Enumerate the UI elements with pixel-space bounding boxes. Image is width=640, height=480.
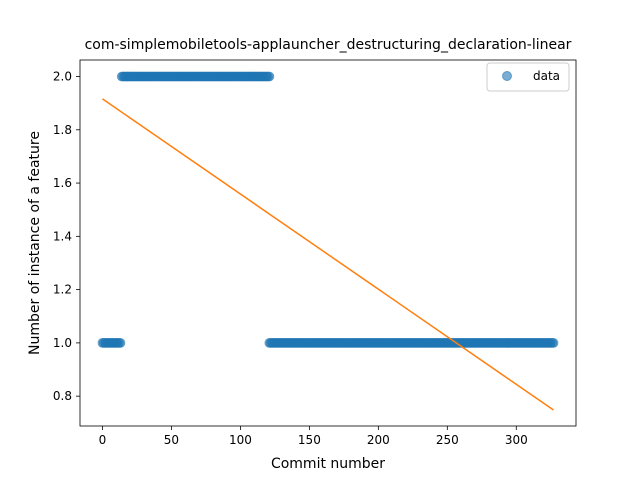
axes: 0 50 100 150 200 250 300 0.8 1.0 1.2 1.4 1.6 1.8 2.0 bbox=[53, 59, 577, 447]
y-tick-label: 2.0 bbox=[53, 70, 72, 84]
data-point bbox=[115, 337, 126, 348]
data-point bbox=[264, 71, 275, 82]
y-tick-label: 0.8 bbox=[53, 389, 72, 403]
chart-title: com-simplemobiletools-applauncher_destru… bbox=[85, 37, 572, 53]
x-tick-label: 50 bbox=[164, 433, 179, 447]
data-point bbox=[548, 337, 559, 348]
y-tick-label: 1.6 bbox=[53, 176, 72, 190]
fit-line bbox=[102, 98, 554, 411]
y-tick-label: 1.8 bbox=[53, 123, 72, 137]
y-axis-title: Number of instance of a feature bbox=[27, 131, 43, 355]
legend-label-data: data bbox=[533, 69, 560, 83]
x-tick-label: 200 bbox=[367, 433, 390, 447]
x-tick-label: 300 bbox=[505, 433, 528, 447]
y-tick-label: 1.2 bbox=[53, 283, 72, 297]
x-axis-title: Commit number bbox=[271, 456, 385, 472]
y-tick-label: 1.0 bbox=[53, 336, 72, 350]
x-tick-label: 250 bbox=[436, 433, 459, 447]
x-tick-label: 150 bbox=[298, 433, 321, 447]
x-tick-label: 100 bbox=[229, 433, 252, 447]
legend-frame bbox=[486, 62, 570, 92]
y-tick-label: 1.4 bbox=[53, 229, 72, 243]
x-tick-label: 0 bbox=[99, 433, 107, 447]
legend-marker-data bbox=[502, 71, 512, 81]
legend: data bbox=[486, 62, 570, 92]
plot-area bbox=[97, 71, 559, 411]
axes-frame bbox=[79, 59, 577, 427]
